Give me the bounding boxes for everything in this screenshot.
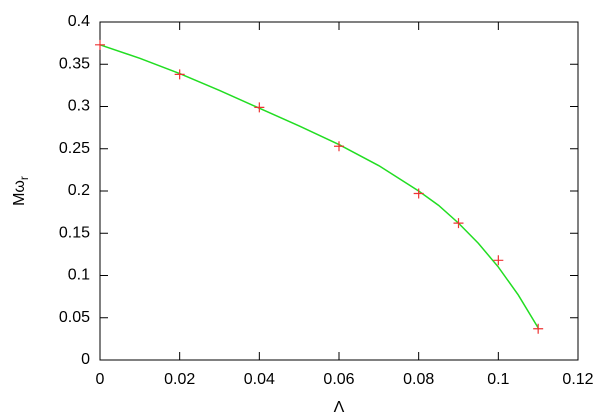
data-point [254, 102, 265, 113]
x-tick-label: 0.06 [323, 371, 354, 388]
y-tick-label: 0.1 [68, 267, 90, 284]
y-axis-label-main: Mω [11, 180, 28, 206]
data-point [334, 141, 344, 152]
data-point [95, 39, 105, 50]
x-tick-label: 0.08 [403, 371, 434, 388]
x-tick-label: 0.1 [487, 371, 509, 388]
data-point [493, 255, 504, 266]
data-point [413, 188, 424, 199]
x-tick-label: 0.04 [244, 371, 275, 388]
data-point [174, 69, 185, 80]
data-point [453, 218, 464, 229]
plot-frame [99, 21, 579, 361]
y-axis-label: Mωr [11, 176, 31, 206]
y-tick-label: 0.25 [59, 140, 90, 157]
y-tick-label: 0.3 [68, 98, 90, 115]
y-tick-label: 0.15 [59, 224, 90, 241]
curve [99, 44, 539, 329]
x-tick-label: 0.02 [164, 371, 195, 388]
x-axis-label: Λ [334, 399, 345, 416]
x-tick-label: 0 [96, 371, 105, 388]
x-tick-label: 0.12 [562, 371, 593, 388]
data-point [533, 323, 544, 334]
y-tick-label: 0.05 [59, 309, 90, 326]
y-axis-label-subscript: r [17, 176, 31, 180]
y-tick-label: 0.35 [59, 55, 90, 72]
y-tick-label: 0.2 [68, 182, 90, 199]
y-tick-label: 0 [81, 351, 90, 368]
y-tick-label: 0.4 [68, 13, 90, 30]
